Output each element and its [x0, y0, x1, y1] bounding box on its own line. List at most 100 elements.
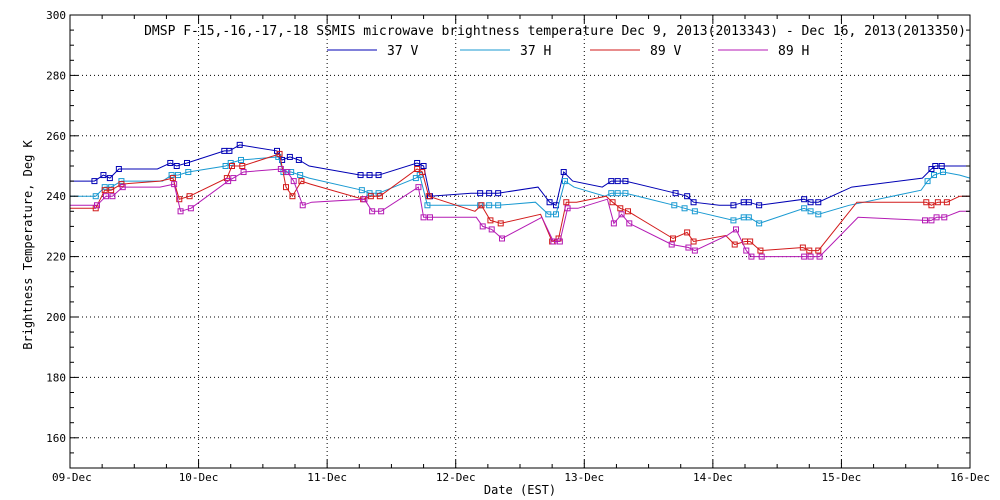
data-point-marker — [550, 238, 557, 245]
x-axis-label: Date (EST) — [484, 483, 556, 497]
data-point-marker — [375, 190, 382, 197]
legend: 37 V 37 H 89 V 89 H — [327, 44, 809, 59]
series-89-v — [70, 150, 970, 254]
data-point-marker — [230, 175, 237, 182]
legend-label: 37 V — [387, 44, 418, 59]
chart-title: DMSP F-15,-16,-17,-18 SSMIS microwave br… — [144, 24, 966, 39]
data-point-marker — [922, 217, 928, 224]
data-point-marker — [684, 193, 691, 200]
data-point-marker — [560, 169, 567, 176]
data-point-marker — [731, 241, 738, 248]
data-point-marker — [108, 187, 115, 194]
x-tick-label: 15-Dec — [822, 471, 862, 484]
data-point-marker — [564, 205, 571, 212]
data-point-marker — [236, 141, 243, 148]
series-line — [70, 156, 971, 224]
data-point-marker — [239, 163, 246, 169]
data-point-marker — [614, 190, 621, 197]
data-point-marker — [487, 217, 494, 224]
data-point-marker — [376, 193, 383, 200]
data-point-marker — [427, 214, 433, 221]
data-point-marker — [614, 178, 621, 185]
data-point-marker — [277, 166, 284, 173]
data-point-marker — [733, 226, 739, 233]
data-point-marker — [495, 190, 502, 197]
data-point-marker — [745, 199, 752, 206]
data-point-marker — [672, 190, 679, 197]
data-point-marker — [276, 150, 283, 157]
data-point-marker — [109, 193, 116, 200]
data-point-marker — [412, 175, 419, 182]
data-point-marker — [298, 178, 305, 185]
data-point-marker — [366, 172, 373, 179]
data-point-marker — [690, 238, 697, 245]
data-point-marker — [357, 172, 364, 179]
data-point-marker — [670, 235, 676, 242]
data-point-marker — [923, 199, 930, 206]
data-point-marker — [668, 241, 675, 248]
data-point-marker — [499, 235, 505, 242]
series-37-h — [70, 153, 971, 227]
data-point-marker — [106, 175, 113, 182]
data-point-marker — [748, 253, 755, 260]
data-point-marker — [806, 247, 813, 254]
data-point-marker — [222, 163, 229, 169]
data-point-marker — [495, 202, 502, 209]
data-point-marker — [801, 196, 808, 203]
data-point-marker — [943, 199, 950, 206]
data-point-marker — [284, 169, 291, 176]
data-point-marker — [238, 156, 244, 163]
x-tick-label: 14-Dec — [693, 471, 733, 484]
data-point-marker — [240, 169, 247, 176]
data-point-marker — [414, 159, 421, 166]
data-point-marker — [546, 199, 553, 206]
data-point-marker — [115, 166, 122, 173]
data-point-marker — [119, 184, 126, 191]
y-tick-label: 180 — [46, 371, 66, 384]
data-point-marker — [185, 169, 192, 176]
data-point-marker — [626, 220, 633, 227]
data-point-marker — [684, 229, 691, 236]
data-point-marker — [618, 211, 625, 218]
data-point-marker — [289, 193, 296, 200]
data-point-marker — [171, 181, 178, 188]
series-lines — [70, 141, 971, 260]
data-point-marker — [801, 253, 808, 260]
x-tick-label: 12-Dec — [436, 471, 476, 484]
data-point-marker — [625, 208, 631, 215]
data-point-marker — [175, 172, 181, 179]
data-point-marker — [184, 159, 190, 166]
data-point-marker — [556, 238, 563, 245]
data-point-marker — [479, 223, 486, 230]
y-tick-label: 260 — [46, 130, 66, 143]
data-point-marker — [299, 202, 306, 209]
data-point-marker — [367, 193, 374, 200]
data-point-marker — [486, 202, 493, 209]
data-point-marker — [799, 244, 806, 251]
x-tick-label: 11-Dec — [307, 471, 347, 484]
data-point-marker — [118, 181, 125, 188]
data-point-marker — [622, 178, 629, 185]
data-point-marker — [100, 172, 107, 179]
data-point-marker — [807, 253, 814, 260]
legend-label: 89 H — [778, 44, 809, 59]
data-point-marker — [101, 184, 108, 191]
legend-label: 37 H — [520, 44, 551, 59]
data-point-marker — [103, 193, 109, 200]
series-line — [70, 153, 970, 252]
y-tick-label: 300 — [46, 9, 66, 22]
data-point-marker — [225, 178, 232, 185]
data-point-marker — [756, 202, 763, 209]
x-tick-label: 09-Dec — [52, 471, 92, 484]
data-point-marker — [227, 159, 234, 166]
data-point-marker — [545, 211, 552, 218]
data-point-marker — [290, 178, 297, 185]
data-point-marker — [931, 172, 937, 179]
data-point-marker — [173, 163, 180, 169]
data-point-marker — [187, 205, 194, 212]
data-point-marker — [94, 202, 100, 209]
data-point-marker — [691, 247, 698, 254]
data-point-marker — [415, 184, 422, 191]
y-tick-label: 280 — [46, 69, 66, 82]
data-point-marker — [358, 187, 365, 194]
